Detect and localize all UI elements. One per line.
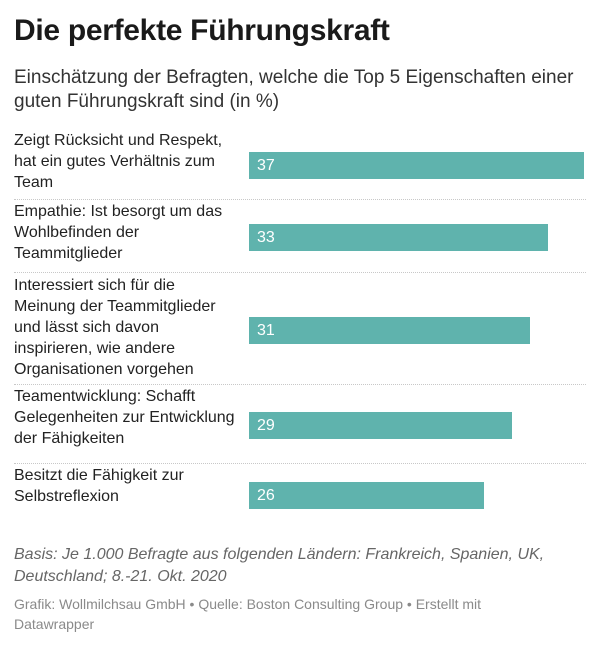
bar-row: Interessiert sich für die Meinung der Te… [14,275,586,385]
bar-row: Empathie: Ist besorgt um das Wohlbefinde… [14,201,586,273]
row-divider [14,463,586,464]
bar-row: Teamentwicklung: Schafft Gelegenheiten z… [14,386,586,464]
bar: 26 [249,481,485,509]
category-label: Interessiert sich für die Meinung der Te… [14,277,216,378]
bar-value-label: 33 [257,228,275,246]
bar-value-label: 31 [257,321,275,339]
bar: 37 [249,151,584,179]
row-divider [14,272,586,273]
chart-footer: Grafik: Wollmilchsau GmbH • Quelle: Bost… [14,596,482,632]
category-label: Zeigt Rücksicht und Respekt, hat ein gut… [14,132,223,191]
category-label: Empathie: Ist besorgt um das Wohlbefinde… [14,203,223,262]
bar-row: Zeigt Rücksicht und Respekt, hat ein gut… [14,130,586,200]
bar: 33 [249,223,548,251]
bar-value-label: 26 [257,486,275,504]
category-label: Besitzt die Fähigkeit zur Selbstreflexio… [14,467,184,505]
chart-subtitle: Einschätzung der Befragten, welche die T… [14,67,574,112]
bar-row: Besitzt die Fähigkeit zur Selbstreflexio… [14,465,586,521]
bar-chart: Zeigt Rücksicht und Respekt, hat ein gut… [14,124,586,524]
bar-value-label: 29 [257,416,275,434]
row-divider [14,199,586,200]
bar: 31 [249,316,530,344]
bar: 29 [249,411,512,439]
bar-value-label: 37 [257,156,275,174]
chart-title: Die perfekte Führungskraft [14,14,390,47]
category-label: Teamentwicklung: Schafft Gelegenheiten z… [14,388,235,447]
row-divider [14,384,586,385]
chart-notes: Basis: Je 1.000 Befragte aus folgenden L… [14,546,545,585]
